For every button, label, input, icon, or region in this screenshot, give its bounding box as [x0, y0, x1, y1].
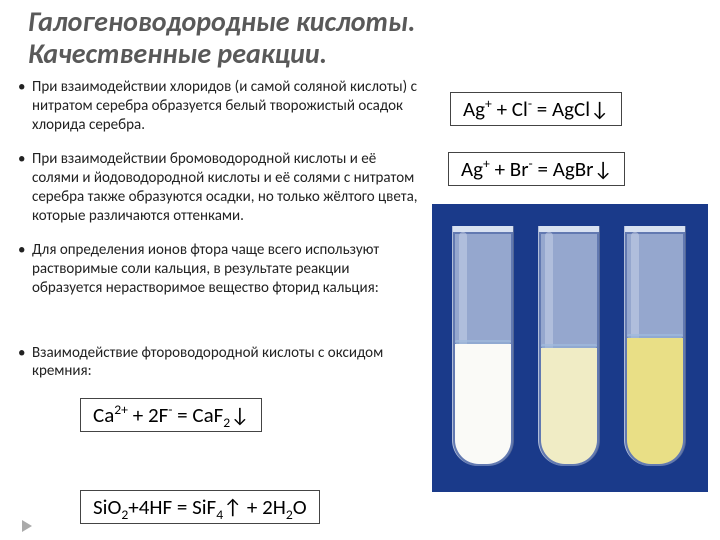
slide-arrow-icon — [22, 520, 32, 532]
title-line-1: Галогеноводородные кислоты. — [28, 6, 700, 38]
bullet-3: Для определения ионов фтора чаще всего и… — [18, 241, 418, 297]
formula-sif4: SiO2+4HF = SiF4↑ + 2H2O — [80, 490, 320, 524]
bullet-2: При взаимодействии бромоводородной кисло… — [18, 150, 418, 225]
formula-caf2: Ca2+ + 2F- = CaF2↓ — [80, 398, 262, 432]
title-line-2: Качественные реакции. — [28, 38, 700, 70]
formula-agcl: Ag+ + Cl- = AgCl↓ — [450, 92, 622, 126]
formula-agbr: Ag+ + Br- = AgBr↓ — [448, 152, 625, 186]
test-tube-3 — [624, 226, 686, 466]
bullet-4: Взаимодействие фтороводородной кислоты с… — [18, 344, 418, 382]
test-tube-2 — [538, 226, 600, 466]
slide-title: Галогеноводородные кислоты. Качественные… — [28, 6, 700, 70]
test-tube-1 — [452, 226, 514, 466]
bullet-list: При взаимодействии хлоридов (и самой сол… — [18, 78, 418, 387]
test-tubes-photo — [432, 204, 708, 492]
bullet-1: При взаимодействии хлоридов (и самой сол… — [18, 78, 418, 134]
